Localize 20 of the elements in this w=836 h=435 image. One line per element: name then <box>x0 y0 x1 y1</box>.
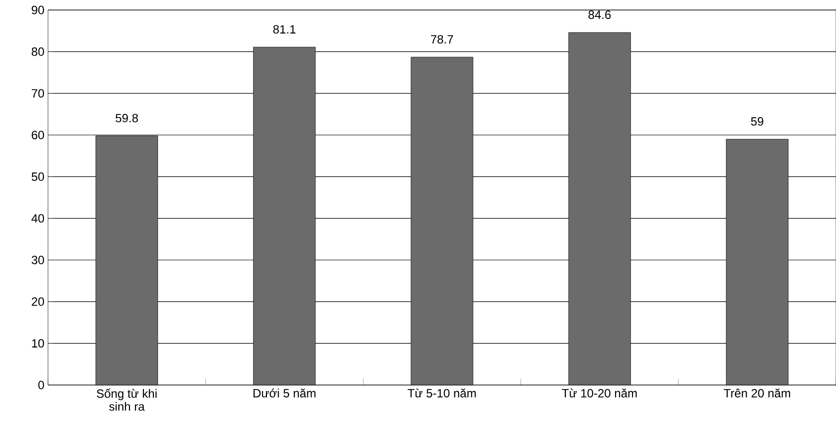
x-tick-label: Trên 20 năm <box>724 388 790 398</box>
y-tick-label: 80 <box>32 47 44 56</box>
y-tick-label: 30 <box>32 256 44 264</box>
data-label: 78.7 <box>430 35 454 44</box>
x-tick-label: Dưới 5 năm <box>254 388 316 398</box>
y-tick-label: 20 <box>32 297 44 306</box>
y-tick-label: 0 <box>38 380 44 390</box>
y-tick-label: 90 <box>32 6 44 14</box>
y-tick-label: 50 <box>32 172 44 181</box>
data-label: 59.8 <box>116 114 138 122</box>
y-tick-label: 60 <box>32 130 44 140</box>
y-tick-label: 10 <box>32 339 44 348</box>
y-tick-label: 40 <box>31 214 44 223</box>
x-tick-label: Từ 10-20 năm <box>562 388 637 398</box>
y-tick-label: 70 <box>32 89 44 98</box>
data-label: 84.6 <box>588 10 611 19</box>
data-label: 81.1 <box>273 25 296 34</box>
x-tick-label: Sống từ khi sinh ra <box>96 388 157 411</box>
data-label: 59 <box>751 117 764 126</box>
x-tick-label: Từ 5-10 năm <box>408 388 476 398</box>
